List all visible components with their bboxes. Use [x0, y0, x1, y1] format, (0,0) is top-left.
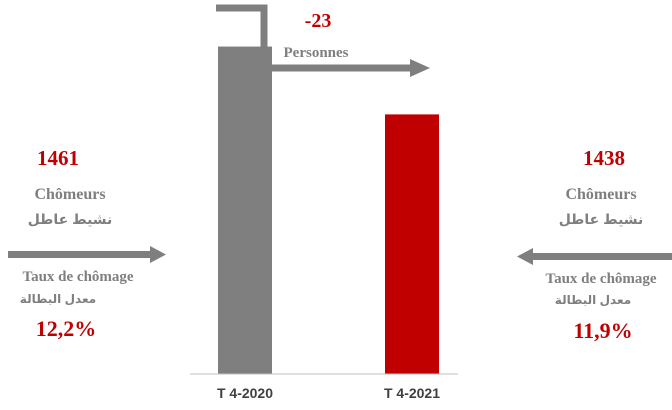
left-rate-arabic-label: معدل البطالة [20, 292, 96, 306]
bar-t4-2020 [218, 46, 272, 375]
left-arrow-icon [517, 248, 533, 265]
right-arrow-shaft [531, 253, 672, 260]
bars-group [218, 46, 439, 375]
bar-t4-2021 [385, 114, 439, 375]
right-rate-arabic-label: معدل البطالة [555, 293, 631, 307]
right-count: 1438 [583, 146, 625, 170]
left-rate-value: 12,2% [36, 316, 97, 341]
right-rate-label: Taux de chômage [545, 271, 656, 287]
change-arrow [216, 4, 430, 77]
change-arrow-line [216, 4, 412, 72]
x-tick-label-2021: T 4-2021 [384, 385, 440, 401]
right-rate-value: 11,9% [573, 318, 632, 343]
right-chomeurs-label: Chômeurs [565, 186, 636, 203]
change-arrow-head [410, 59, 430, 77]
change-value: -23 [305, 10, 332, 32]
left-rate-label: Taux de chômage [22, 269, 133, 285]
left-panel: 1461 Chômeurs نشيط عاطل Taux de chômage … [8, 146, 166, 341]
x-tick-label-2020: T 4-2020 [217, 385, 273, 401]
right-chomeurs-arabic-label: نشيط عاطل [559, 211, 644, 227]
left-chomeurs-label: Chômeurs [34, 186, 105, 203]
change-unit: Personnes [284, 45, 349, 61]
right-arrow-icon [150, 246, 166, 263]
left-count: 1461 [37, 146, 79, 170]
right-panel: 1438 Chômeurs نشيط عاطل Taux de chômage … [517, 146, 672, 343]
left-arrow-shaft [8, 251, 152, 258]
left-chomeurs-arabic-label: نشيط عاطل [28, 211, 113, 227]
